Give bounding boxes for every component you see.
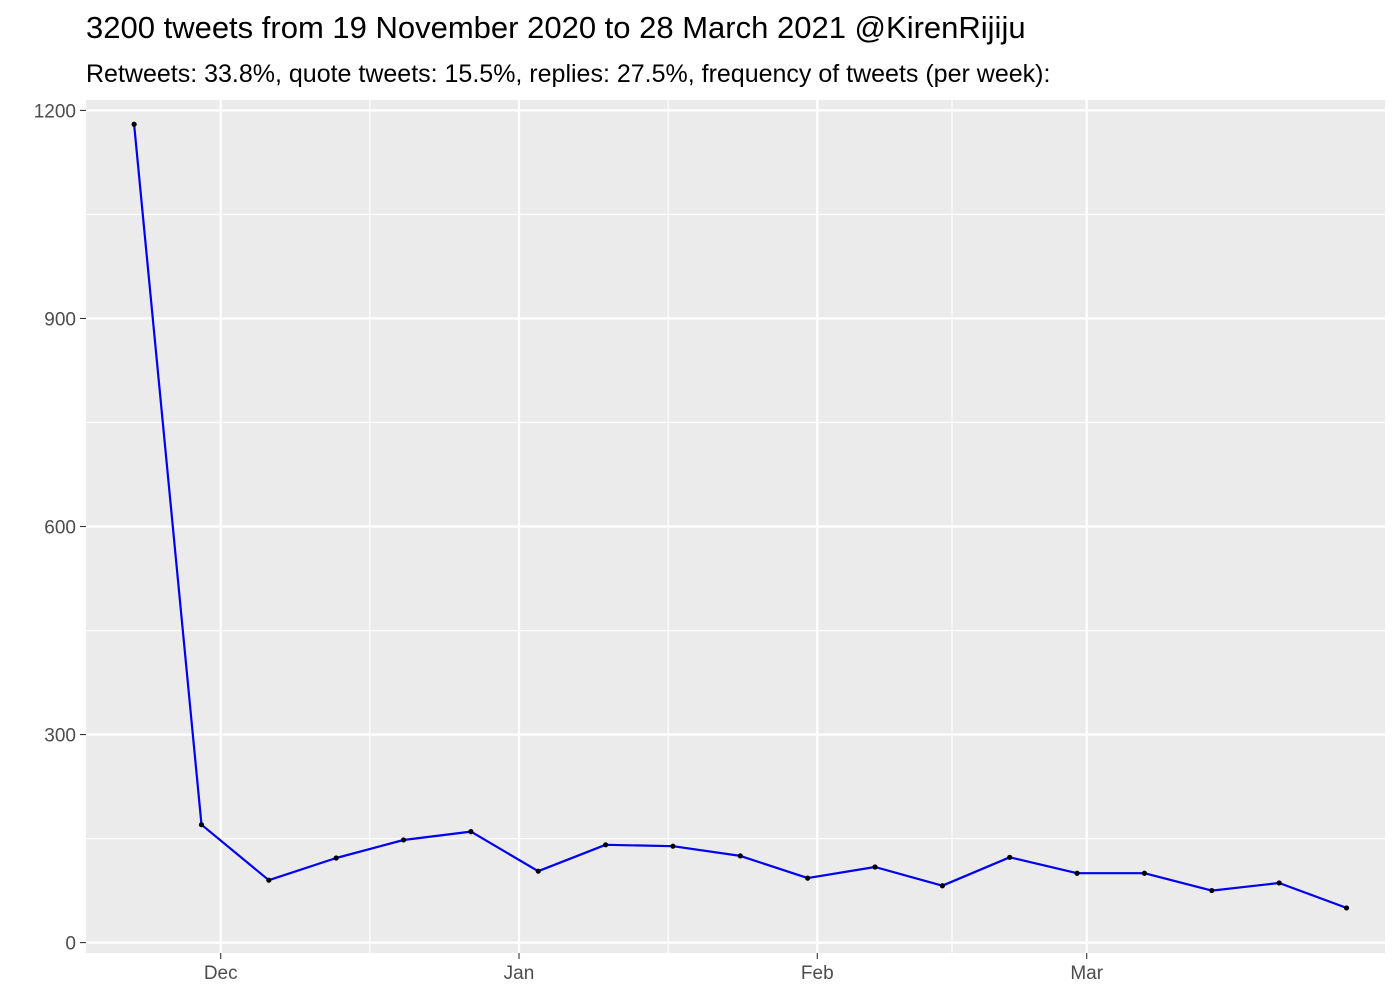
- data-point: [1276, 880, 1282, 886]
- data-point: [939, 883, 945, 889]
- data-point: [1074, 870, 1080, 876]
- x-tick-label: Jan: [504, 963, 535, 984]
- chart-subtitle: Retweets: 33.8%, quote tweets: 15.5%, re…: [86, 60, 1051, 88]
- data-point: [1343, 905, 1350, 911]
- data-point: [1007, 854, 1013, 860]
- data-point: [333, 855, 339, 861]
- chart-title: 3200 tweets from 19 November 2020 to 28 …: [86, 10, 1026, 45]
- y-tick-label: 1200: [34, 101, 76, 122]
- data-point: [603, 842, 609, 848]
- data-point: [400, 837, 407, 843]
- data-point: [805, 875, 811, 881]
- data-point: [1209, 887, 1215, 894]
- x-tick-label: Feb: [801, 963, 834, 984]
- data-point: [131, 121, 137, 127]
- data-point: [266, 877, 272, 883]
- data-point: [535, 868, 541, 874]
- data-point: [670, 843, 676, 849]
- data-point: [872, 864, 878, 870]
- data-point: [737, 853, 743, 859]
- data-point: [1141, 870, 1148, 876]
- y-tick-label: 900: [44, 309, 76, 330]
- data-point: [198, 822, 205, 828]
- y-tick-label: 0: [65, 934, 76, 955]
- y-tick-label: 600: [44, 518, 76, 539]
- y-tick-label: 300: [44, 726, 76, 747]
- data-point: [468, 829, 474, 835]
- x-tick-label: Mar: [1070, 963, 1103, 984]
- x-tick-label: Dec: [204, 963, 238, 984]
